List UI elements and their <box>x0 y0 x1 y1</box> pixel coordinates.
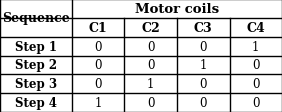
Text: C2: C2 <box>141 22 160 34</box>
Text: C1: C1 <box>89 22 107 34</box>
Text: Step 1: Step 1 <box>15 40 57 53</box>
Text: 0: 0 <box>252 96 259 109</box>
Text: 0: 0 <box>199 78 207 90</box>
Text: 0: 0 <box>199 96 207 109</box>
Text: 0: 0 <box>94 59 102 72</box>
Text: 0: 0 <box>94 40 102 53</box>
Text: 0: 0 <box>94 78 102 90</box>
Text: Motor coils: Motor coils <box>135 3 219 16</box>
Text: C4: C4 <box>246 22 265 34</box>
Text: Sequence: Sequence <box>2 12 70 25</box>
Text: 0: 0 <box>252 78 259 90</box>
Text: 0: 0 <box>252 59 259 72</box>
Text: 1: 1 <box>147 78 155 90</box>
Text: Step 4: Step 4 <box>15 96 57 109</box>
Text: 1: 1 <box>252 40 259 53</box>
Text: 1: 1 <box>94 96 102 109</box>
Text: C3: C3 <box>194 22 213 34</box>
Text: 0: 0 <box>147 59 155 72</box>
Text: 1: 1 <box>200 59 207 72</box>
Text: 0: 0 <box>147 96 155 109</box>
Text: 0: 0 <box>147 40 155 53</box>
Text: Step 2: Step 2 <box>15 59 57 72</box>
Text: Step 3: Step 3 <box>15 78 57 90</box>
Text: 0: 0 <box>199 40 207 53</box>
